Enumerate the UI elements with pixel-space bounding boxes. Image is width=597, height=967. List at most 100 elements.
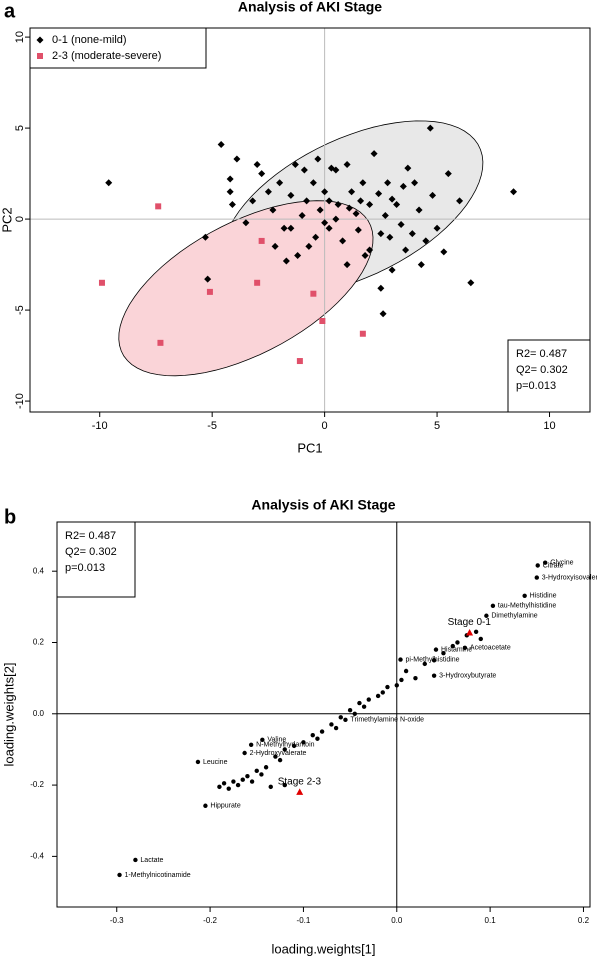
legend-marker (36, 36, 44, 44)
point (300, 166, 308, 174)
point (366, 246, 374, 254)
point (348, 188, 356, 196)
point (354, 226, 362, 234)
x-axis-label: PC1 (297, 440, 322, 455)
point (450, 643, 455, 649)
y-tick-label: 0.0 (33, 709, 45, 718)
point-label: tau-Methylhistidine (498, 603, 556, 610)
point (291, 160, 299, 168)
point (321, 219, 329, 227)
legend: 0-1 (none-mild) 2-3 (moderate-severe) (29, 27, 207, 69)
x-tick-label: -0.3 (110, 916, 124, 925)
point (375, 693, 381, 699)
confidence-ellipse (118, 200, 374, 377)
point (433, 647, 439, 652)
point (248, 742, 254, 748)
point (259, 772, 264, 777)
point (105, 179, 113, 187)
point (268, 784, 273, 790)
point-label: Histidine (530, 593, 557, 600)
point (249, 197, 257, 205)
point (221, 781, 227, 786)
point (388, 266, 396, 274)
point (385, 684, 390, 690)
point (254, 768, 259, 774)
point (422, 661, 427, 667)
point (361, 704, 367, 709)
x-tick-label: 10 (543, 420, 555, 432)
point (484, 613, 489, 618)
point (294, 251, 302, 259)
point (444, 170, 452, 178)
legend-box (29, 27, 207, 69)
x-tick-label: -0.2 (203, 916, 217, 925)
point (245, 773, 250, 779)
point (359, 179, 367, 187)
point (473, 629, 479, 634)
point (282, 782, 287, 788)
point (343, 160, 351, 168)
point-label: Histamine (441, 646, 472, 653)
chart-title: Analysis of AKI Stage (251, 497, 395, 513)
point-label: Valine (267, 737, 286, 744)
point (352, 711, 357, 716)
point (377, 284, 385, 292)
point (155, 203, 162, 210)
point (133, 857, 138, 863)
point (415, 206, 423, 214)
x-tick-label: -5 (207, 420, 217, 432)
point (534, 575, 539, 580)
point (282, 257, 290, 265)
point (377, 230, 385, 238)
point (217, 784, 222, 790)
point (325, 224, 333, 232)
point-label: Glycine (550, 559, 573, 566)
point (273, 754, 278, 759)
point (379, 310, 387, 318)
point-label: Hippurate (210, 803, 240, 810)
point (264, 188, 272, 196)
point-label: 2-Hydroxyvalerate (250, 750, 307, 757)
point (263, 765, 269, 770)
point (426, 124, 434, 132)
chart-title: Analysis of AKI Stage (238, 0, 382, 15)
point (398, 657, 403, 662)
point (315, 736, 320, 741)
point (201, 233, 209, 241)
y-tick-label: -0.2 (30, 780, 44, 789)
point (455, 640, 460, 645)
point (339, 237, 347, 245)
point-label: Dimethylamine (491, 613, 537, 620)
point (282, 747, 287, 752)
y-tick-label: 0 (14, 216, 26, 222)
y-tick-label: 5 (14, 125, 26, 131)
point-label: Stage 2-3 (278, 776, 322, 787)
point (305, 242, 313, 250)
point (269, 206, 277, 214)
point (490, 603, 496, 608)
point (343, 717, 348, 723)
point (316, 206, 324, 214)
point (510, 188, 518, 196)
x-tick-label: 0.1 (485, 916, 497, 925)
point (422, 237, 430, 245)
point (277, 757, 283, 763)
annotation-text: Q2= 0.302 (516, 364, 568, 376)
point (117, 872, 122, 878)
point (258, 237, 265, 244)
point (393, 201, 401, 209)
point (375, 190, 383, 198)
point (303, 197, 311, 205)
point (440, 248, 448, 256)
point (260, 737, 265, 743)
point (384, 179, 392, 187)
y-axis-label: loading.weights[2] (1, 662, 16, 766)
legend-marker (37, 53, 43, 59)
point (431, 673, 437, 678)
point (332, 215, 340, 223)
point (433, 224, 441, 232)
panel-letter: a (4, 0, 16, 22)
point (388, 195, 396, 203)
